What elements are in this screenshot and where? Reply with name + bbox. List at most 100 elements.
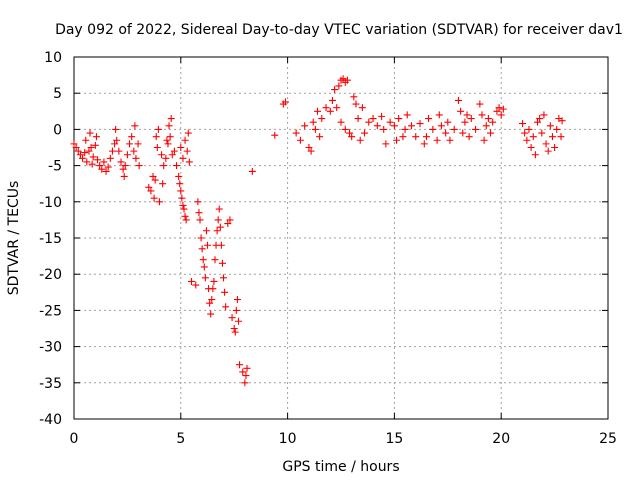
data-point [74, 147, 82, 155]
data-point [378, 112, 386, 120]
data-point [213, 227, 221, 235]
data-point [373, 122, 381, 130]
data-point [134, 140, 142, 148]
data-point [198, 245, 206, 253]
data-point [356, 136, 364, 144]
data-point [472, 125, 480, 133]
data-point [226, 216, 234, 224]
data-point [230, 325, 238, 332]
data-point [557, 133, 565, 141]
data-point [360, 129, 368, 137]
data-point [433, 136, 441, 144]
data-point [163, 136, 171, 144]
data-point [76, 151, 84, 159]
data-point [197, 234, 205, 242]
data-point [93, 156, 101, 164]
data-point [542, 140, 550, 148]
y-tick-label: -15 [39, 231, 62, 247]
data-point [206, 299, 214, 307]
data-point [540, 111, 548, 119]
data-point [339, 75, 347, 83]
data-point [519, 120, 527, 128]
data-point [187, 277, 195, 285]
y-tick-label: -5 [48, 159, 62, 175]
data-point [380, 125, 388, 133]
data-point [399, 133, 407, 141]
data-point [335, 82, 343, 90]
data-point [459, 129, 467, 137]
data-point [179, 201, 187, 209]
data-point [79, 154, 87, 162]
data-point [239, 368, 247, 376]
data-point [202, 227, 210, 235]
data-point [386, 118, 394, 126]
data-point [444, 118, 452, 126]
data-point [192, 281, 200, 289]
data-point [100, 158, 108, 166]
data-point [220, 274, 228, 282]
data-point [152, 133, 160, 141]
data-point [83, 158, 91, 166]
data-point [420, 140, 428, 148]
data-point [216, 223, 224, 231]
data-point [115, 147, 123, 155]
data-point [153, 144, 161, 151]
data-point [81, 149, 89, 157]
data-point [119, 165, 127, 173]
data-point [130, 147, 138, 155]
data-point [548, 133, 556, 141]
y-tick-label: 10 [44, 50, 62, 66]
data-point [521, 129, 529, 137]
data-point [292, 129, 300, 137]
data-point [478, 111, 486, 119]
data-point [135, 162, 143, 170]
data-point [175, 172, 183, 180]
data-point [401, 125, 409, 133]
data-point [236, 361, 244, 369]
data-point [204, 241, 211, 249]
data-point [546, 122, 554, 130]
data-point [181, 212, 189, 220]
data-point [322, 104, 330, 112]
data-point [482, 122, 490, 130]
data-point [296, 136, 304, 144]
data-point [104, 163, 112, 171]
data-point [150, 194, 158, 202]
data-point [467, 115, 475, 123]
data-point [92, 133, 100, 141]
y-tick-label: -40 [39, 412, 62, 428]
data-point [179, 154, 187, 162]
data-point [422, 133, 430, 141]
x-tick-label: 10 [279, 431, 297, 447]
data-point [331, 86, 339, 94]
data-point [85, 147, 93, 155]
data-point [318, 115, 326, 123]
data-point [242, 372, 250, 380]
data-point [145, 183, 153, 191]
data-point [527, 144, 535, 151]
data-point [87, 144, 95, 151]
data-point [343, 76, 351, 84]
data-points [70, 75, 566, 387]
data-point [200, 263, 208, 271]
data-point [201, 274, 209, 282]
data-point [108, 147, 116, 155]
data-point [499, 105, 507, 113]
data-point [425, 115, 433, 123]
data-point [86, 129, 94, 137]
y-tick-label: -10 [39, 195, 62, 211]
data-point [154, 125, 162, 133]
data-point [111, 140, 119, 148]
data-point [454, 96, 462, 104]
data-point [214, 216, 222, 224]
data-point [181, 136, 189, 144]
data-point [337, 118, 345, 126]
data-point [151, 176, 159, 184]
data-point [311, 125, 319, 133]
data-point [309, 118, 317, 126]
data-point [106, 154, 114, 162]
data-point [199, 256, 207, 264]
x-tick-label: 20 [492, 431, 510, 447]
data-point [195, 209, 203, 217]
